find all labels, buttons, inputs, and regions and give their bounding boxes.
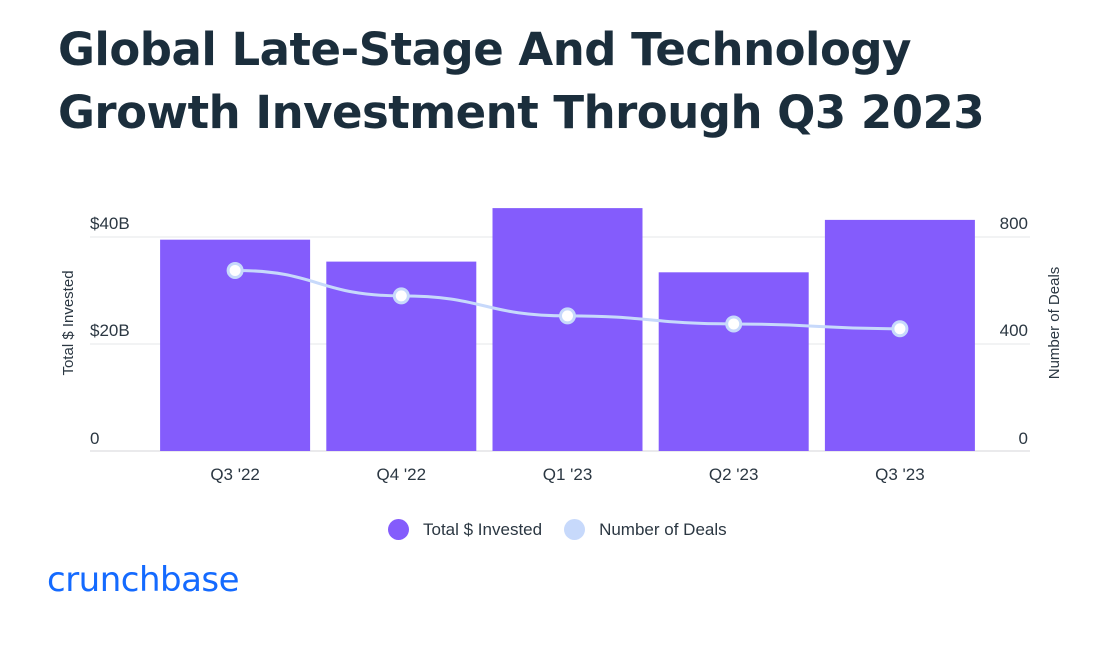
y-right-tick-label: 0: [1019, 429, 1028, 448]
deals-point-2: [392, 287, 410, 305]
y-right-tick-label: 400: [1000, 321, 1028, 340]
deals-point-5: [891, 320, 909, 338]
legend-label-deals: Number of Deals: [599, 519, 727, 539]
deals-point-3: [559, 307, 576, 325]
legend-swatch-deals: [564, 519, 586, 540]
x-tick-label: Q4 '22: [377, 465, 427, 484]
x-tick-label: Q2 '23: [709, 465, 759, 484]
bar-3: [492, 208, 643, 451]
x-tick-label: Q1 '23: [543, 465, 593, 484]
chart-title-line-2: Growth Investment Through Q3 2023: [58, 86, 985, 139]
legend-item-deals[interactable]: Number of Deals: [564, 519, 727, 540]
legend-swatch-invested: [388, 519, 409, 540]
bar-4: [658, 272, 809, 451]
crunchbase-logo: crunchbase: [47, 560, 240, 600]
y-left-tick-label: $40B: [90, 214, 130, 233]
y-left-tick-label: 0: [90, 429, 99, 448]
y-left-axis-title: Total $ Invested: [60, 270, 77, 375]
x-tick-label: Q3 '22: [210, 465, 260, 484]
chart-title: Global Late-Stage And Technology Growth …: [58, 18, 1058, 144]
deals-point-1: [226, 261, 244, 279]
x-tick-label: Q3 '23: [875, 465, 925, 484]
y-left-tick-label: $20B: [90, 321, 130, 340]
chart-legend: Total $ Invested Number of Deals: [388, 519, 749, 540]
y-right-axis-title: Number of Deals: [1046, 267, 1063, 380]
deals-point-4: [725, 315, 743, 333]
chart-title-line-1: Global Late-Stage And Technology: [58, 23, 911, 76]
legend-item-invested[interactable]: Total $ Invested: [388, 519, 542, 540]
y-right-tick-label: 800: [1000, 214, 1028, 233]
legend-label-invested: Total $ Invested: [423, 519, 543, 539]
